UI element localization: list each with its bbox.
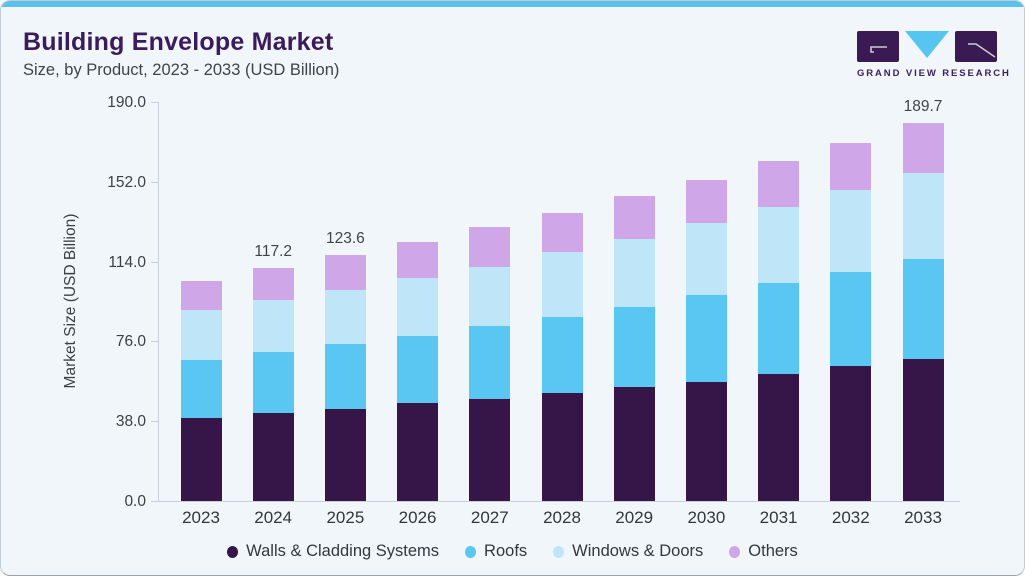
x-tick-label: 2023 [182, 508, 220, 527]
bar-segment-walls-cladding-systems [541, 392, 583, 501]
top-accent-bar [1, 1, 1024, 7]
legend-item-label: Others [748, 542, 798, 560]
bar-value-label: 117.2 [254, 242, 292, 260]
y-tick [151, 421, 158, 423]
legend-dot-icon [227, 545, 239, 558]
logo-brand-text: GRAND VIEW RESEARCH [857, 68, 1011, 79]
bar-value-label: 123.6 [325, 230, 365, 248]
gvr-logo-marks [857, 31, 997, 62]
bar-segment-walls-cladding-systems [613, 386, 655, 501]
logo-v-triangle-icon [905, 31, 949, 58]
bar-segment-windows-doors [758, 206, 800, 284]
legend-item-label: Windows & Doors [572, 542, 704, 560]
bar-segment-walls-cladding-systems [324, 408, 366, 501]
bar-segment-others [902, 123, 944, 173]
bar-segment-roofs [830, 272, 872, 367]
y-tick [151, 181, 158, 183]
bar-segment-windows-doors [252, 300, 294, 353]
x-tick-label: 2026 [398, 508, 437, 527]
chart-legend: Walls & Cladding Systems Roofs Windows & D… [1, 542, 1024, 561]
bar-segment-roofs [252, 352, 294, 414]
legend-dot-icon [553, 545, 565, 558]
bar-segment-windows-doors [397, 277, 439, 336]
logo-r-block-icon [955, 31, 997, 62]
bar-segment-roofs [180, 360, 222, 419]
x-tick-label: 2027 [470, 508, 509, 527]
bar-segment-windows-doors [830, 189, 872, 273]
x-tick-label: 2033 [904, 508, 942, 527]
bar-segment-others [758, 161, 800, 207]
y-axis-title: Market Size (USD Billion) [62, 213, 79, 389]
gvr-logo: GRAND VIEW RESEARCH [857, 31, 1011, 79]
y-tick-label: 190.0 [107, 94, 146, 111]
x-tick-label: 2024 [254, 508, 293, 527]
page-subtitle: Size, by Product, 2023 - 2033 (USD Billi… [23, 61, 340, 79]
y-tick-label: 0.0 [124, 493, 146, 510]
y-axis-line [158, 102, 159, 501]
bar-segment-windows-doors [613, 238, 655, 307]
y-tick [151, 102, 158, 103]
bar-segment-roofs [613, 306, 655, 387]
bar-segment-roofs [469, 326, 511, 400]
bar-value-label: 189.7 [903, 98, 943, 116]
x-tick-label: 2031 [759, 508, 798, 527]
y-tick-label: 152.0 [107, 173, 146, 191]
y-tick [151, 261, 158, 263]
x-tick-label: 2029 [615, 508, 654, 527]
y-tick-label: 38.0 [115, 413, 146, 431]
bar-segment-others [613, 196, 655, 239]
bar-segment-others [397, 241, 439, 278]
x-tick-label: 2032 [831, 508, 870, 527]
bar-segment-walls-cladding-systems [830, 366, 872, 501]
page-title: Building Envelope Market [23, 28, 334, 56]
bar-segment-windows-doors [180, 310, 222, 361]
legend-dot-icon [729, 545, 741, 558]
bar-segment-windows-doors [685, 223, 727, 296]
bar-segment-walls-cladding-systems [180, 418, 222, 501]
bar-segment-roofs [685, 295, 727, 382]
logo-g-block-icon [857, 31, 899, 62]
bar-segment-windows-doors [324, 289, 366, 344]
y-tick-label: 114.0 [108, 253, 146, 271]
legend-item: Windows & Doors [553, 542, 703, 561]
legend-dot-icon [465, 545, 477, 558]
bar-segment-windows-doors [469, 266, 511, 327]
bar-segment-walls-cladding-systems [758, 374, 800, 501]
bar-segment-walls-cladding-systems [685, 381, 727, 501]
bar-segment-others [180, 280, 222, 311]
bar-segment-others [252, 267, 294, 301]
bar-segment-others [324, 255, 366, 290]
y-tick [151, 501, 158, 502]
bar-segment-others [830, 142, 872, 190]
x-tick-label: 2025 [326, 508, 365, 527]
x-tick-label: 2030 [687, 508, 726, 527]
legend-item: Walls & Cladding Systems [227, 542, 439, 561]
bar-segment-roofs [758, 283, 800, 375]
bar-segment-walls-cladding-systems [902, 359, 944, 501]
bar-segment-roofs [397, 335, 439, 404]
legend-item: Others [729, 542, 798, 561]
bar-segment-roofs [902, 259, 944, 360]
x-axis-line [158, 501, 960, 502]
bar-segment-walls-cladding-systems [397, 403, 439, 501]
legend-item: Roofs [465, 542, 527, 561]
bar-segment-walls-cladding-systems [252, 413, 294, 501]
bar-segment-roofs [324, 343, 366, 409]
bar-segment-windows-doors [902, 172, 944, 259]
x-tick-label: 2028 [543, 508, 581, 527]
bar-segment-others [685, 179, 727, 224]
legend-item-label: Roofs [484, 542, 528, 560]
y-tick [151, 341, 158, 343]
bar-segment-windows-doors [541, 252, 583, 317]
bar-segment-walls-cladding-systems [469, 399, 511, 501]
bar-segment-roofs [541, 316, 583, 393]
legend-item-label: Walls & Cladding Systems [246, 542, 440, 560]
bar-segment-others [541, 212, 583, 253]
y-tick-label: 76.0 [115, 333, 146, 351]
bar-segment-others [469, 227, 511, 267]
